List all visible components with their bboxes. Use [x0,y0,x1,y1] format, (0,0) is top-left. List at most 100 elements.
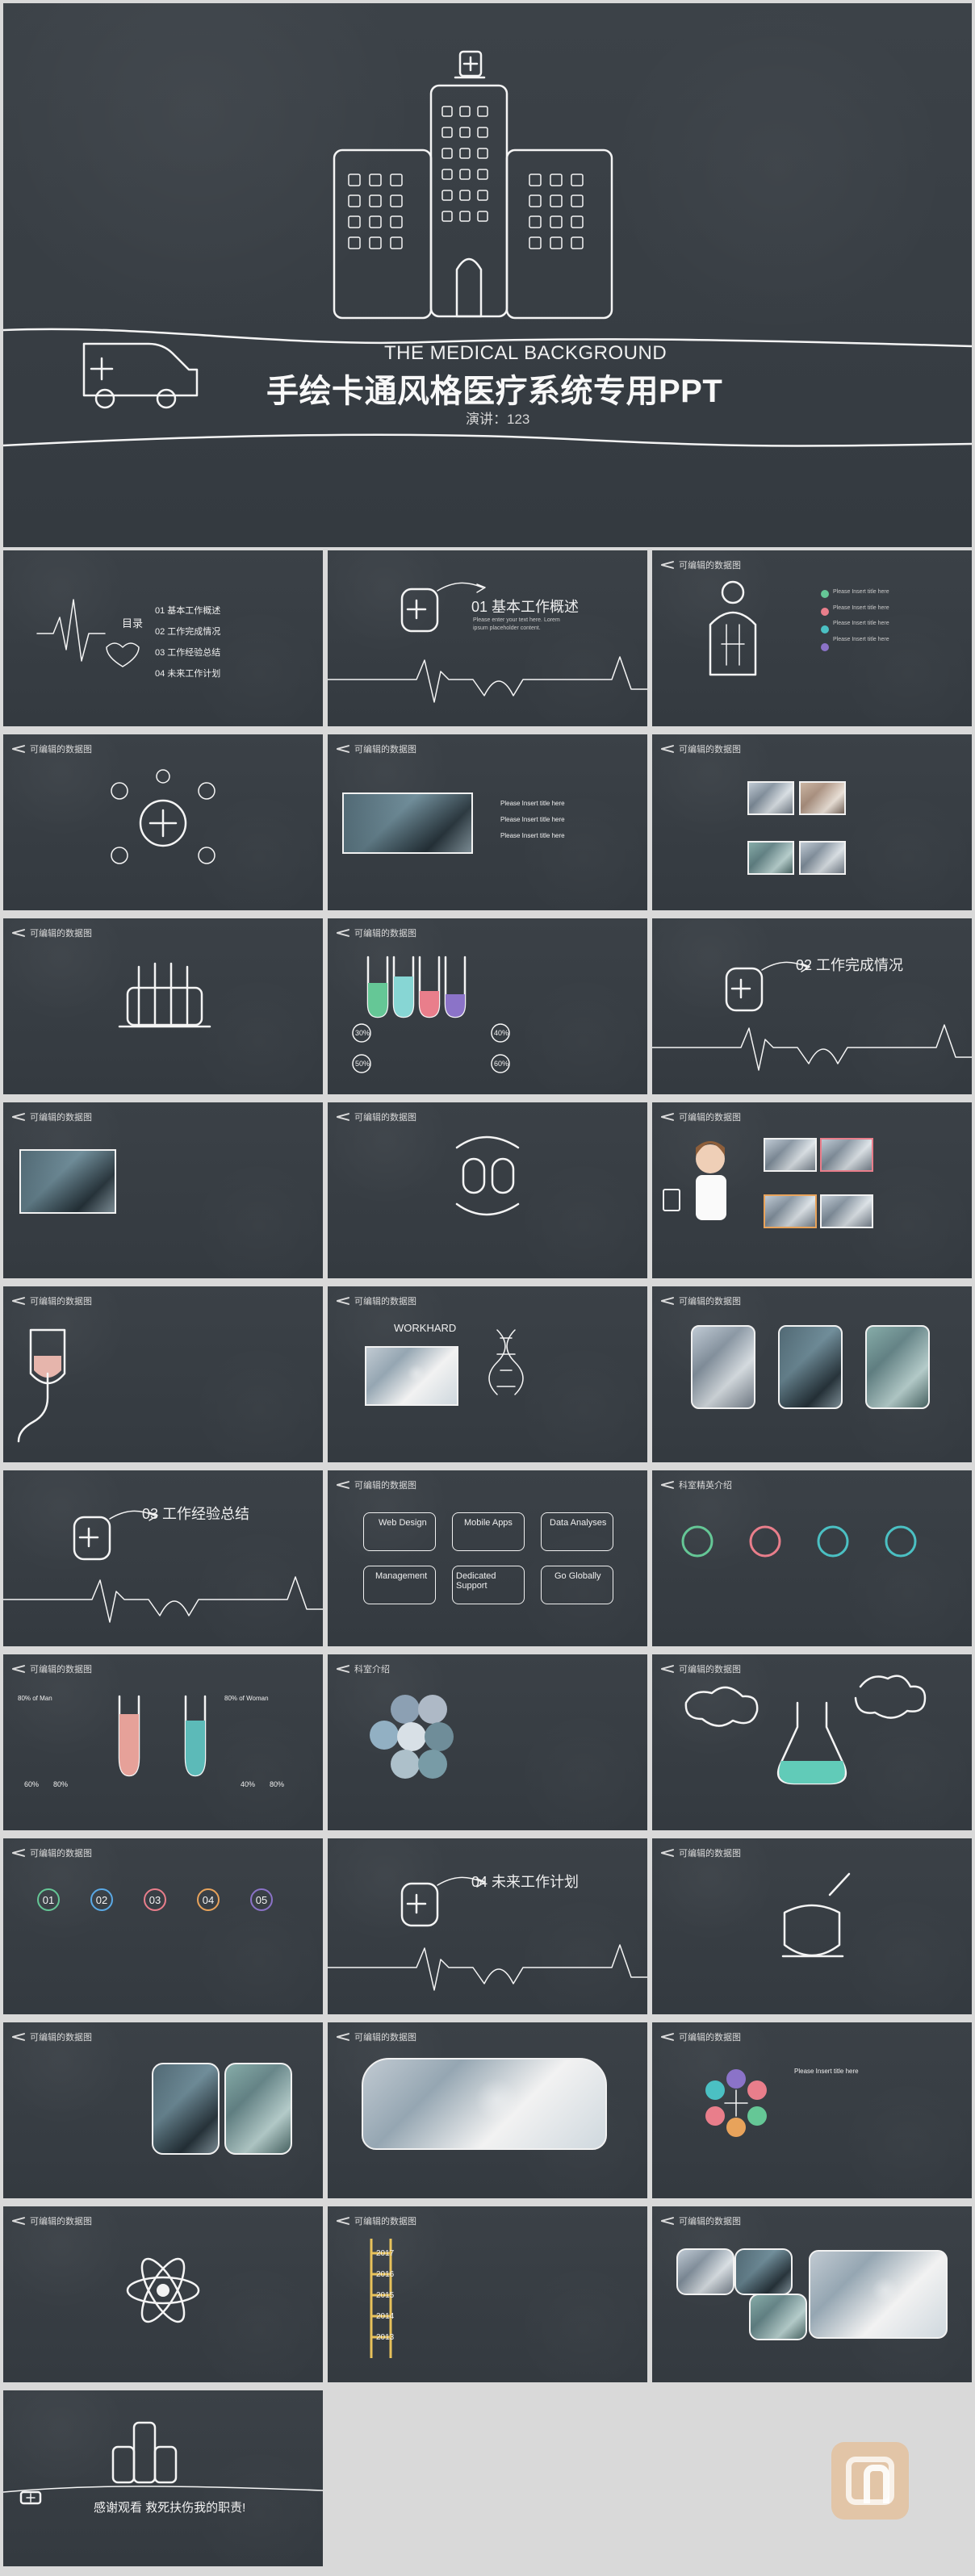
agenda-illustration [36,599,140,667]
iv-bag-slide: 可编辑的数据图 [3,1286,323,1462]
section-slide-4: 04 未来工作计划 [328,1838,647,2014]
slide-header: 可编辑的数据图 [12,742,92,755]
card-title: Mobile Apps [464,1518,513,1528]
department-illustration [370,1695,454,1779]
card-title: Web Design [379,1518,427,1528]
section-illustration [328,1876,647,1991]
diagram-illustration [111,769,216,864]
network-slide: 可编辑的数据图 Please Insert title here [652,2022,972,2198]
chalk-icon [12,2217,25,2225]
chalk-icon [337,1665,349,1673]
percentage-label: 50% [355,1060,370,1068]
doctor-portrait-photo [362,2058,607,2150]
chalk-icon [661,1113,674,1121]
chalk-icon [337,929,349,937]
iv-bag-illustration [17,1328,66,1443]
featured-photo [19,1149,116,1214]
slide-header-label: 可编辑的数据图 [354,929,416,939]
card-title: Dedicated Support [456,1571,496,1591]
list-item: Please Insert title here [500,816,565,823]
slide-header-label: 科室精英介绍 [679,1481,732,1491]
imaging-photo [676,2248,734,2295]
cover-title: 手绘卡通风格医疗系统专用PPT [266,374,723,409]
slide-header: 可编辑的数据图 [661,558,741,571]
slide-header: 可编辑的数据图 [337,2030,416,2043]
year-item: 2016 [376,2270,395,2279]
cover-speaker: 演讲：123 [466,412,530,427]
service-card: Go Globally [541,1566,613,1604]
workhard-slide: 可编辑的数据图 WORKHARD [328,1286,647,1462]
anatomy-illustration [709,580,829,676]
chalk-icon [661,1481,674,1489]
doctor-photo [820,1194,873,1228]
doctor-photo [820,1138,873,1172]
chalk-icon [12,2033,25,2041]
slide-header-label: 可编辑的数据图 [354,1113,416,1123]
slide-header: 科室精英介绍 [661,1478,732,1491]
section-illustration [328,582,647,703]
doctor-photo [764,1138,817,1172]
ward-photo-slide: 可编辑的数据图 [3,2022,323,2198]
operating-room-photo [342,792,473,854]
slide-header-label: 可编辑的数据图 [679,1849,741,1859]
ending-text: 感谢观看 救死扶伤我的职责! [94,2501,246,2515]
gallery-photo [778,1325,843,1409]
section-title: 03 工作经验总结 [142,1506,250,1522]
doctor-slide: 可编辑的数据图 [652,1102,972,1278]
slide-header: 科室介绍 [337,1662,390,1675]
anatomy-slide: 可编辑的数据图 Please Insert title here Please I… [652,550,972,726]
slide-header: 可编辑的数据图 [661,1662,741,1675]
stats-slide: 可编辑的数据图 80% of Man 80% of Woman 60% 80% … [3,1654,323,1830]
chalk-icon [661,2217,674,2225]
chalk-icon [12,1113,25,1121]
section-illustration [3,1510,323,1623]
right-stat: 80% [270,1780,285,1788]
flask-slide: 可编辑的数据图 [652,1654,972,1830]
imaging-slide: 可编辑的数据图 [652,2206,972,2382]
service-card: Web Design [363,1512,436,1551]
section-title: 02 工作完成情况 [796,957,904,973]
photo-list-text: Please Insert title here Please Insert t… [500,796,565,844]
workhard-title: WORKHARD [394,1322,457,1334]
agenda-title: 目录 [122,617,144,629]
slide-header-label: 可编辑的数据图 [30,2217,92,2227]
left-stat: 80% [53,1780,69,1788]
slide-header: 可编辑的数据图 [337,1110,416,1123]
slide-grid: 目录 01 基本工作概述 02 工作完成情况 03 工作经验总结 04 未来工作… [3,550,972,2566]
doctor-illustration [663,1141,726,1220]
section-slide-2: 02 工作完成情况 [652,918,972,1094]
percentage-label: 40% [494,1029,509,1037]
percentage-label: 60% [494,1060,509,1068]
imaging-photo [809,2250,948,2339]
logo-watermark [831,2442,909,2520]
chalk-icon [12,1849,25,1857]
mortar-slide: 可编辑的数据图 [652,1838,972,2014]
chalk-icon [337,1113,349,1121]
right-stat: 40% [241,1780,256,1788]
collage-photo [747,841,794,875]
section-title: 01 基本工作概述 [471,599,580,615]
section-title: 04 未来工作计划 [471,1874,580,1890]
slide-header-label: 可编辑的数据图 [30,2033,92,2043]
timeline-slide: 可编辑的数据图 2017 2016 2015 2014 2013 [328,2206,647,2382]
ending-illustration [3,2421,323,2505]
slide-header: 可编辑的数据图 [12,2214,92,2227]
network-illustration [705,2069,767,2137]
slide-header: 可编辑的数据图 [12,1662,92,1675]
chalk-icon [661,561,674,569]
slide-header: 可编辑的数据图 [661,2214,741,2227]
photo-text-slide: 可编辑的数据图 [3,1102,323,1278]
left-stat: 60% [24,1780,40,1788]
section-slide-3: 03 工作经验总结 [3,1470,323,1646]
cover-illustration [3,50,972,447]
number-circle: 03 [144,1888,166,1911]
chalk-icon [337,745,349,753]
slide-header-label: 可编辑的数据图 [354,2033,416,2043]
cards-slide: 可编辑的数据图 Web Design Mobile Apps Data Anal… [328,1470,647,1646]
slide-header-label: 可编辑的数据图 [354,1481,416,1491]
card-title: Go Globally [554,1571,601,1581]
chalk-icon [661,1665,674,1673]
number-circle: 04 [197,1888,220,1911]
workhard-photo [365,1346,458,1406]
